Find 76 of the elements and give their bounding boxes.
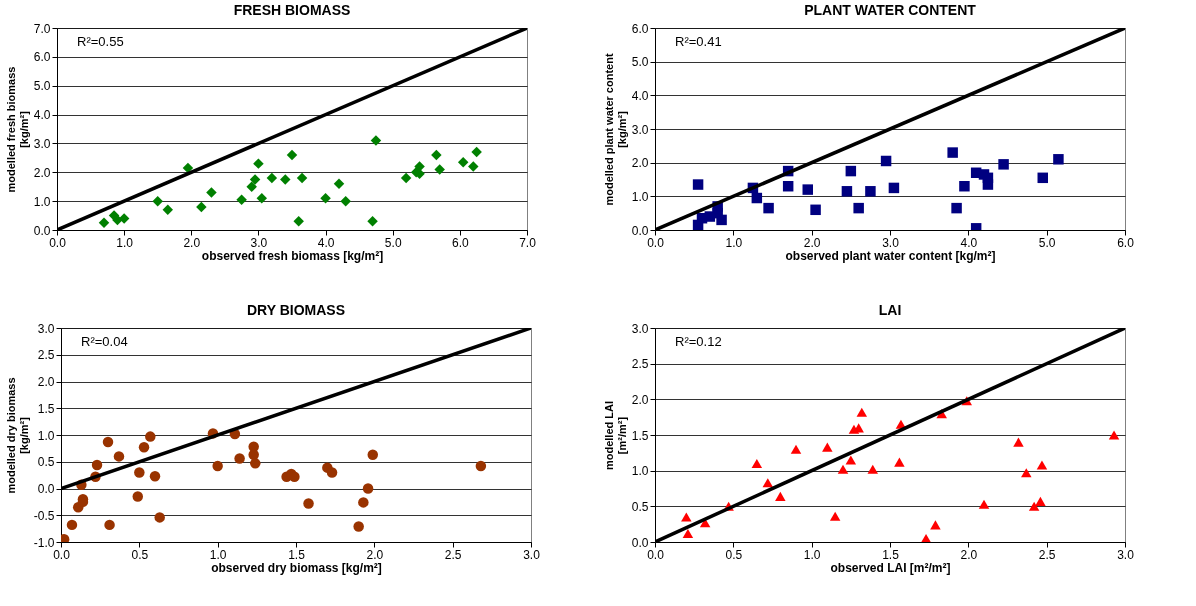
annotation: R²=0.04 [81,334,128,349]
y-tick-label: 2.0 [631,156,649,171]
chart-title: PLANT WATER CONTENT [804,2,977,18]
y-tick-label: -1.0 [33,535,55,550]
y-tick-label: 1.0 [631,464,649,479]
y-tick-label: 4.0 [631,88,649,103]
x-tick-label: 1.0 [116,235,134,250]
x-tick-label: 5.0 [384,235,402,250]
annotation: R²=0.55 [77,34,124,49]
y-tick-label: 3.0 [33,136,51,151]
y-tick-label: 1.5 [631,428,649,443]
y-axis-title: modelled plant water content [kg/m²] [602,53,628,206]
x-tick-label: 0.0 [647,547,665,562]
y-tick-label: 3.0 [631,321,649,336]
y-tick-label: 5.0 [33,79,51,94]
y-tick-label: 6.0 [631,21,649,36]
y-tick-label: 0.0 [37,482,55,496]
y-tick-label: 6.0 [33,50,51,65]
chart-title: LAI [878,302,902,318]
y-tick-label: 7.0 [33,21,51,36]
y-tick-label: -0.5 [33,508,55,523]
y-tick-label: 5.0 [631,55,649,70]
x-tick-label: 0.5 [725,547,743,562]
x-tick-label: 3.0 [250,235,268,250]
x-axis-title: observed dry biomass [kg/m²] [211,560,382,575]
annotation: R²=0.12 [675,334,722,349]
y-tick-label: 0.5 [37,455,55,470]
x-tick-label: 1.0 [803,547,821,562]
y-axis-title: modelled fresh biomass [kg/m²] [4,66,30,193]
y-tick-label: 2.5 [631,357,649,372]
y-tick-label: 2.0 [631,392,649,407]
chart-title: FRESH BIOMASS [233,2,351,18]
y-tick-label: 0.0 [631,223,649,238]
x-tick-label: 1.5 [288,547,306,562]
x-tick-label: 2.0 [803,235,821,250]
x-tick-label: 0.5 [131,547,149,562]
y-tick-label: 2.0 [37,375,55,389]
x-tick-label: 4.0 [960,235,978,250]
x-tick-label: 2.0 [960,547,978,562]
y-tick-label: 3.0 [631,122,649,137]
y-tick-label: 0.0 [631,535,649,550]
chart-title: DRY BIOMASS [246,302,346,318]
x-tick-label: 0.0 [49,235,67,250]
x-tick-label: 2.0 [366,547,384,562]
x-tick-label: 3.0 [1117,547,1135,562]
y-tick-label: 4.0 [33,108,51,123]
y-axis-title: modelled LAI [m²/m²] [602,400,628,471]
y-axis-title: modelled dry biomass [kg/m²] [4,377,30,494]
y-tick-label: 0.0 [33,223,51,238]
y-tick-label: 1.0 [33,194,51,209]
x-axis-title: observed LAI [m²/m²] [830,560,951,575]
y-tick-label: 1.0 [631,189,649,204]
y-tick-label: 1.5 [37,401,55,416]
x-tick-label: 6.0 [452,235,470,250]
x-axis-title: observed fresh biomass [kg/m²] [201,248,384,263]
x-tick-label: 2.5 [444,547,462,562]
x-tick-label: 2.5 [1038,547,1056,562]
x-tick-label: 3.0 [523,547,541,562]
x-tick-label: 3.0 [882,235,900,250]
x-tick-label: 6.0 [1117,235,1135,250]
x-tick-label: 7.0 [519,235,537,250]
y-tick-label: 3.0 [37,321,55,336]
annotation: R²=0.41 [675,34,722,49]
x-axis-title: observed plant water content [kg/m²] [785,248,996,263]
x-tick-label: 0.0 [53,547,71,562]
y-tick-label: 2.5 [37,348,55,363]
y-tick-label: 2.0 [33,165,51,180]
x-tick-label: 5.0 [1038,235,1056,250]
x-tick-label: 1.0 [725,235,743,250]
x-tick-label: 4.0 [317,235,335,250]
x-tick-label: 1.5 [882,547,900,562]
x-tick-label: 2.0 [183,235,201,250]
x-tick-label: 1.0 [209,547,227,562]
y-tick-label: 1.0 [37,428,55,443]
x-tick-label: 0.0 [647,235,665,250]
y-tick-label: 0.5 [631,499,649,514]
